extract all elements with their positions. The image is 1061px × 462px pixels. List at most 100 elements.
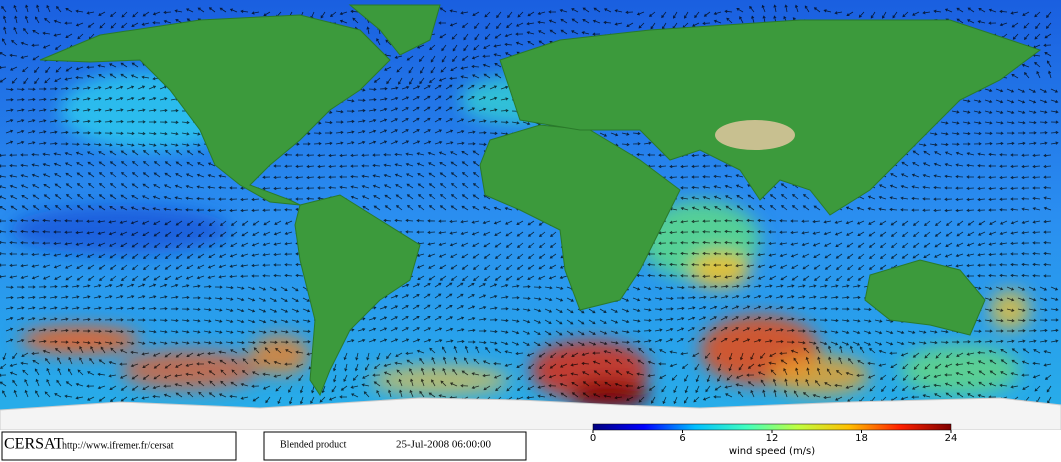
- wind-arrow: [373, 77, 381, 83]
- wind-arrow: [11, 77, 18, 84]
- wind-arrow: [945, 242, 953, 247]
- wind-arrow: [0, 263, 7, 267]
- wind-arrow: [511, 121, 520, 125]
- wind-arrow: [153, 220, 161, 225]
- wind-arrow: [406, 194, 414, 200]
- wind-arrow: [1010, 11, 1019, 15]
- wind-arrow: [423, 140, 432, 145]
- wind-arrow: [665, 327, 674, 332]
- wind-arrow: [456, 84, 464, 90]
- wind-arrow: [299, 396, 304, 405]
- wind-arrow: [44, 358, 51, 365]
- wind-arrow: [185, 275, 194, 280]
- wind-arrow: [439, 162, 447, 167]
- wind-arrow: [841, 341, 850, 346]
- wind-arrow: [220, 369, 227, 376]
- wind-arrow: [42, 264, 51, 269]
- wind-arrow: [164, 220, 172, 226]
- wind-arrow: [786, 306, 795, 310]
- wind-arrow: [463, 44, 469, 52]
- wind-arrow: [830, 341, 839, 346]
- wind-arrow: [240, 264, 249, 268]
- wind-arrow: [467, 340, 476, 344]
- wind-arrow: [559, 373, 568, 377]
- wind-arrow: [174, 374, 183, 378]
- wind-arrow: [196, 275, 205, 280]
- wind-arrow: [423, 85, 431, 90]
- wind-arrow: [159, 330, 168, 334]
- wind-arrow: [714, 206, 722, 211]
- wind-arrow: [153, 231, 161, 237]
- wind-arrow: [522, 121, 531, 126]
- wind-arrow: [1028, 339, 1037, 343]
- wind-arrow: [493, 53, 502, 57]
- wind-arrow: [295, 350, 304, 354]
- wind-arrow: [812, 242, 821, 247]
- wind-arrow: [236, 297, 245, 302]
- wind-arrow: [474, 22, 480, 29]
- wind-arrow: [71, 97, 80, 101]
- wind-arrow: [779, 264, 788, 269]
- wind-arrow: [474, 33, 480, 41]
- wind-arrow: [841, 307, 850, 311]
- wind-arrow: [330, 11, 337, 17]
- wind-arrow: [16, 306, 25, 310]
- wind-arrow: [1028, 131, 1037, 135]
- wind-arrow: [544, 286, 553, 290]
- wind-arrow: [966, 263, 975, 268]
- wind-arrow: [944, 373, 953, 377]
- wind-arrow: [731, 305, 740, 310]
- wind-arrow: [742, 305, 751, 310]
- wind-arrow: [889, 351, 898, 355]
- wind-arrow: [724, 275, 733, 279]
- wind-arrow: [1017, 339, 1026, 343]
- wind-arrow: [170, 295, 179, 299]
- product: Blended product: [280, 439, 347, 450]
- wind-arrow: [933, 197, 942, 201]
- wind-arrow: [174, 383, 183, 387]
- wind-arrow: [665, 296, 674, 301]
- continents: [39, 4, 1042, 397]
- wind-arrow: [263, 359, 271, 365]
- wind-arrow: [984, 131, 993, 135]
- wind-arrow: [0, 52, 7, 57]
- wind-arrow: [1011, 22, 1019, 28]
- wind-arrow: [944, 151, 953, 156]
- wind-arrow: [9, 371, 18, 376]
- wind-arrow: [658, 164, 667, 169]
- wind-arrow: [582, 371, 590, 376]
- wind-arrow: [918, 330, 927, 334]
- wind-arrow: [988, 349, 997, 354]
- wind-arrow: [977, 152, 986, 156]
- wind-arrow: [42, 253, 51, 257]
- wind-arrow: [25, 4, 29, 13]
- wind-arrow: [372, 174, 381, 178]
- wind-arrow: [280, 308, 289, 313]
- wind-arrow: [379, 129, 388, 134]
- wind-arrow: [284, 186, 293, 191]
- wind-arrow: [131, 172, 139, 178]
- wind-arrow: [956, 352, 964, 357]
- wind-arrow: [120, 396, 128, 402]
- wind-arrow: [901, 220, 909, 226]
- wind-arrow: [108, 231, 117, 236]
- wind-arrow: [120, 349, 128, 354]
- wind-arrow: [940, 121, 949, 125]
- wind-arrow: [494, 253, 502, 259]
- wind-arrow: [269, 319, 278, 324]
- wind-arrow: [955, 253, 964, 258]
- wind-arrow: [673, 385, 678, 394]
- wind-arrow: [1032, 374, 1041, 379]
- wind-arrow: [746, 229, 755, 234]
- wind-arrow: [1010, 262, 1019, 267]
- wind-arrow: [599, 319, 607, 324]
- wind-arrow: [295, 197, 304, 201]
- wind-arrow: [944, 253, 953, 258]
- wind-arrow: [1032, 262, 1041, 267]
- wind-arrow: [9, 174, 18, 178]
- wind-arrow: [137, 330, 146, 334]
- wind-arrow: [159, 143, 168, 147]
- wind-arrow: [55, 348, 62, 354]
- wind-arrow: [310, 396, 315, 404]
- wind-arrow: [87, 205, 95, 211]
